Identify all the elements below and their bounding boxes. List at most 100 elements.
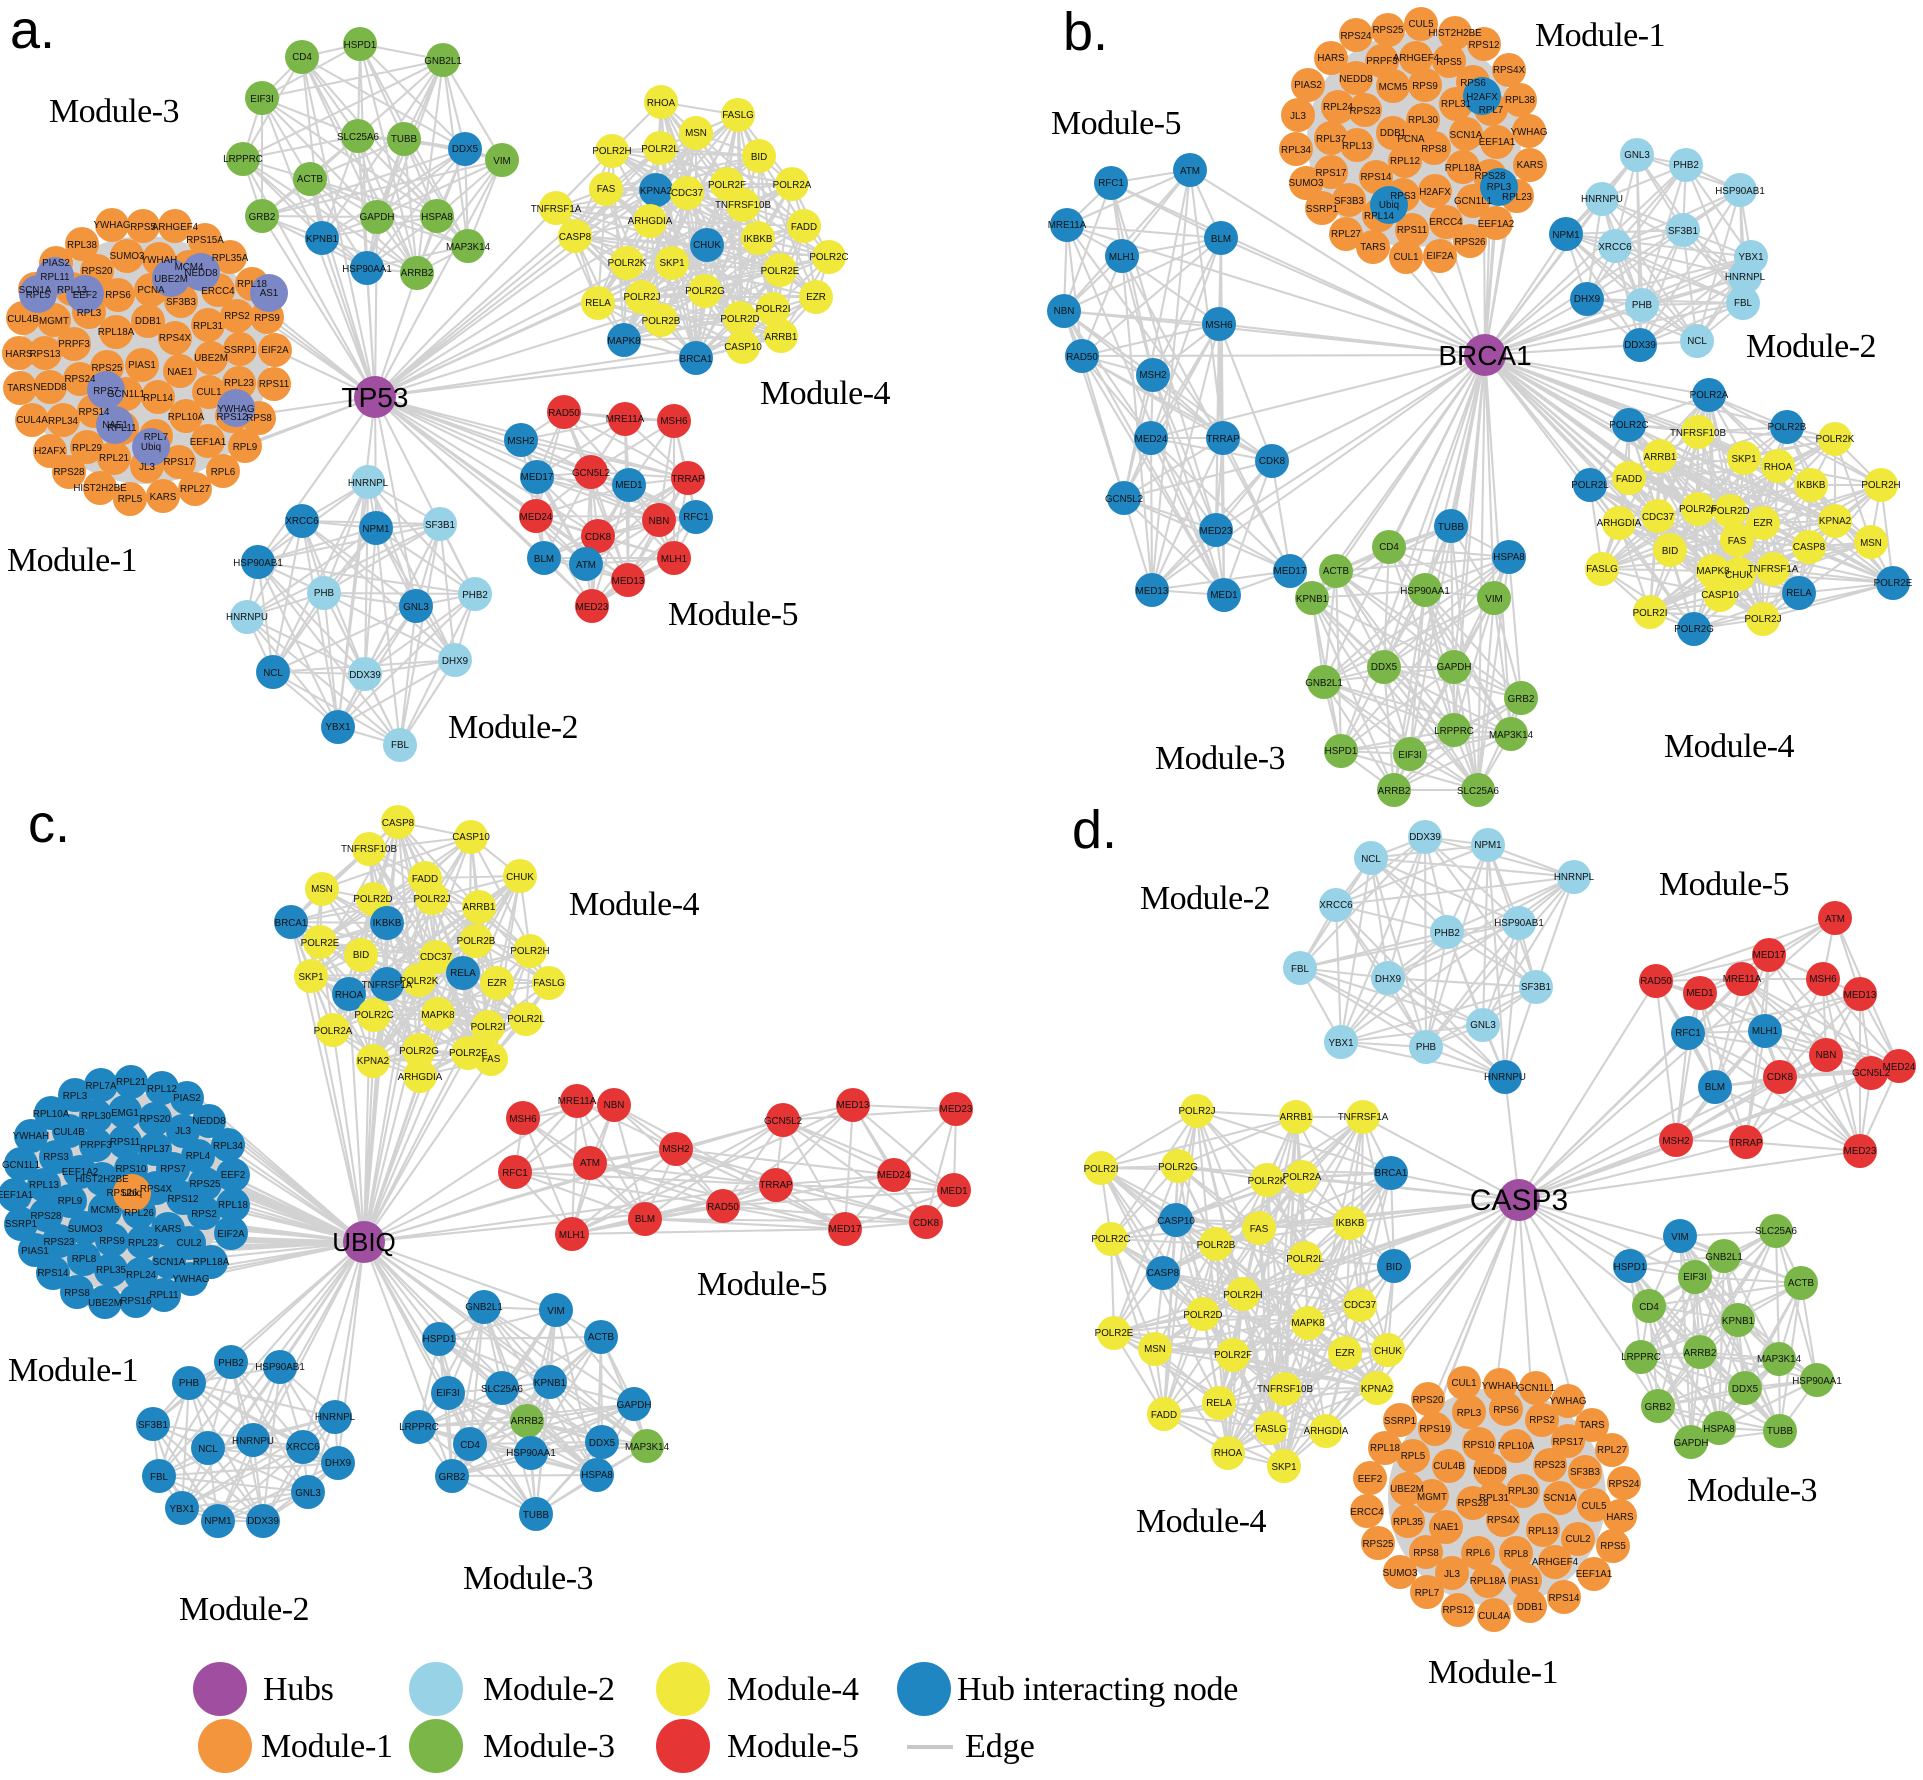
svg-text:EEF1A1: EEF1A1 [0, 1190, 33, 1201]
svg-text:BRCA1: BRCA1 [1438, 340, 1531, 371]
svg-text:POLR2H: POLR2H [510, 946, 549, 957]
svg-text:HNRNPU: HNRNPU [1484, 1072, 1526, 1083]
svg-text:FASLG: FASLG [533, 978, 565, 989]
svg-text:CUL4B: CUL4B [1433, 1461, 1465, 1472]
svg-text:SUMO3: SUMO3 [1383, 1568, 1418, 1579]
svg-text:RPL9: RPL9 [233, 442, 258, 453]
svg-text:NCL: NCL [198, 1444, 218, 1455]
svg-text:YWHAG: YWHAG [93, 220, 130, 231]
svg-text:KPNA2: KPNA2 [1819, 516, 1851, 527]
svg-text:TRRAP: TRRAP [759, 1180, 793, 1191]
svg-text:CDC37: CDC37 [671, 188, 703, 199]
svg-text:EZR: EZR [1753, 518, 1773, 529]
svg-text:FAS: FAS [1250, 1224, 1269, 1235]
svg-text:RPL27: RPL27 [1331, 229, 1361, 240]
svg-text:MLH1: MLH1 [1752, 1026, 1778, 1037]
svg-text:RPL9: RPL9 [58, 1196, 83, 1207]
svg-text:POLR2B: POLR2B [1768, 422, 1807, 433]
svg-text:MSH2: MSH2 [1139, 370, 1166, 381]
svg-text:RFC1: RFC1 [502, 1168, 528, 1179]
svg-text:RPL30: RPL30 [1408, 115, 1439, 126]
svg-text:KPNB1: KPNB1 [1296, 594, 1328, 605]
svg-text:SSRP1: SSRP1 [224, 345, 256, 356]
svg-text:MAP3K14: MAP3K14 [446, 242, 491, 253]
svg-text:PHB: PHB [1416, 1042, 1437, 1053]
svg-text:IKBKB: IKBKB [373, 918, 402, 929]
svg-text:RPS28: RPS28 [1474, 171, 1506, 182]
svg-text:RPL14: RPL14 [1364, 211, 1395, 222]
svg-text:RPL13: RPL13 [1528, 1526, 1559, 1537]
svg-text:Ubiq: Ubiq [141, 442, 161, 453]
svg-text:POLR2A: POLR2A [773, 180, 812, 191]
svg-text:RPL23: RPL23 [224, 378, 255, 389]
svg-text:RPL7: RPL7 [1479, 105, 1504, 116]
svg-text:ATM: ATM [1825, 914, 1845, 925]
svg-text:GNB2L1: GNB2L1 [424, 56, 462, 67]
svg-text:CASP8: CASP8 [1147, 1268, 1180, 1279]
svg-text:RPL29: RPL29 [72, 443, 102, 454]
svg-text:GRB2: GRB2 [1645, 1402, 1672, 1413]
svg-text:KPNB1: KPNB1 [1722, 1316, 1754, 1327]
svg-text:POLR2G: POLR2G [399, 1046, 439, 1057]
svg-text:Module-4: Module-4 [727, 1671, 859, 1708]
svg-text:MGMT: MGMT [39, 316, 69, 327]
svg-text:MED13: MED13 [612, 576, 645, 587]
svg-text:Module-3: Module-3 [1155, 740, 1285, 777]
svg-text:RPS28: RPS28 [30, 1211, 62, 1222]
svg-text:RPL24: RPL24 [1323, 102, 1354, 113]
svg-text:POLR2A: POLR2A [1690, 390, 1729, 401]
svg-text:XRCC6: XRCC6 [1598, 242, 1632, 253]
svg-text:HSP90AB1: HSP90AB1 [1494, 918, 1544, 929]
svg-text:RPL37: RPL37 [1316, 134, 1346, 145]
svg-text:RFC1: RFC1 [1098, 178, 1124, 189]
svg-text:RPS10: RPS10 [1463, 1440, 1495, 1451]
svg-text:RPL7A: RPL7A [85, 1081, 117, 1092]
svg-text:RPS16: RPS16 [120, 1296, 152, 1307]
svg-text:POLR2H: POLR2H [592, 146, 631, 157]
svg-text:Hub interacting node: Hub interacting node [957, 1671, 1238, 1708]
svg-text:RPL31: RPL31 [1479, 1493, 1509, 1504]
svg-text:POLR2D: POLR2D [1183, 1310, 1222, 1321]
svg-text:UBE2M: UBE2M [194, 353, 228, 364]
svg-text:Module-5: Module-5 [697, 1266, 827, 1303]
svg-text:CDK8: CDK8 [585, 532, 612, 543]
svg-text:NEDD8: NEDD8 [33, 382, 67, 393]
svg-text:RPL31: RPL31 [1441, 99, 1471, 110]
svg-text:SLC25A6: SLC25A6 [1457, 786, 1499, 797]
svg-text:TP53: TP53 [342, 382, 409, 413]
svg-text:POLR2I: POLR2I [471, 1022, 506, 1033]
svg-text:RPL37: RPL37 [140, 1144, 170, 1155]
svg-text:RPS20: RPS20 [1412, 1395, 1444, 1406]
svg-text:BID: BID [1386, 1262, 1402, 1273]
svg-text:RPS13: RPS13 [29, 349, 61, 360]
svg-text:RPS6: RPS6 [1460, 78, 1486, 89]
svg-text:RPL34: RPL34 [213, 1141, 244, 1152]
svg-text:RPL10A: RPL10A [168, 412, 205, 423]
svg-text:CUL4B: CUL4B [53, 1127, 85, 1138]
svg-text:RPL35: RPL35 [1393, 1517, 1424, 1528]
svg-text:SKP1: SKP1 [659, 258, 684, 269]
svg-text:FAS: FAS [597, 184, 616, 195]
svg-text:HNRNPL: HNRNPL [348, 478, 389, 489]
svg-text:ARRB2: ARRB2 [1684, 1348, 1717, 1359]
svg-text:JL3: JL3 [1290, 111, 1306, 122]
svg-text:RPS8: RPS8 [1421, 144, 1447, 155]
svg-text:RPS4X: RPS4X [1493, 65, 1526, 76]
svg-text:GAPDH: GAPDH [1437, 662, 1472, 673]
svg-text:ACTB: ACTB [1323, 566, 1350, 577]
svg-text:MED23: MED23 [940, 1104, 973, 1115]
svg-text:MCM5: MCM5 [1379, 82, 1408, 93]
svg-text:POLR2I: POLR2I [1633, 608, 1668, 619]
svg-text:MED17: MED17 [1274, 566, 1307, 577]
svg-text:PIAS1: PIAS1 [128, 360, 156, 371]
svg-text:UBE2M: UBE2M [154, 274, 188, 285]
svg-text:SUMO3: SUMO3 [68, 1224, 103, 1235]
svg-text:Module-3: Module-3 [463, 1560, 593, 1597]
svg-text:CDC37: CDC37 [420, 952, 452, 963]
svg-text:RFC1: RFC1 [683, 512, 709, 523]
svg-text:HNRNPU: HNRNPU [232, 1436, 274, 1447]
svg-text:HSP90AB1: HSP90AB1 [233, 558, 283, 569]
svg-text:MED24: MED24 [1883, 1062, 1916, 1073]
svg-text:RPS12: RPS12 [1468, 40, 1499, 51]
svg-text:SCN1A: SCN1A [19, 285, 52, 296]
